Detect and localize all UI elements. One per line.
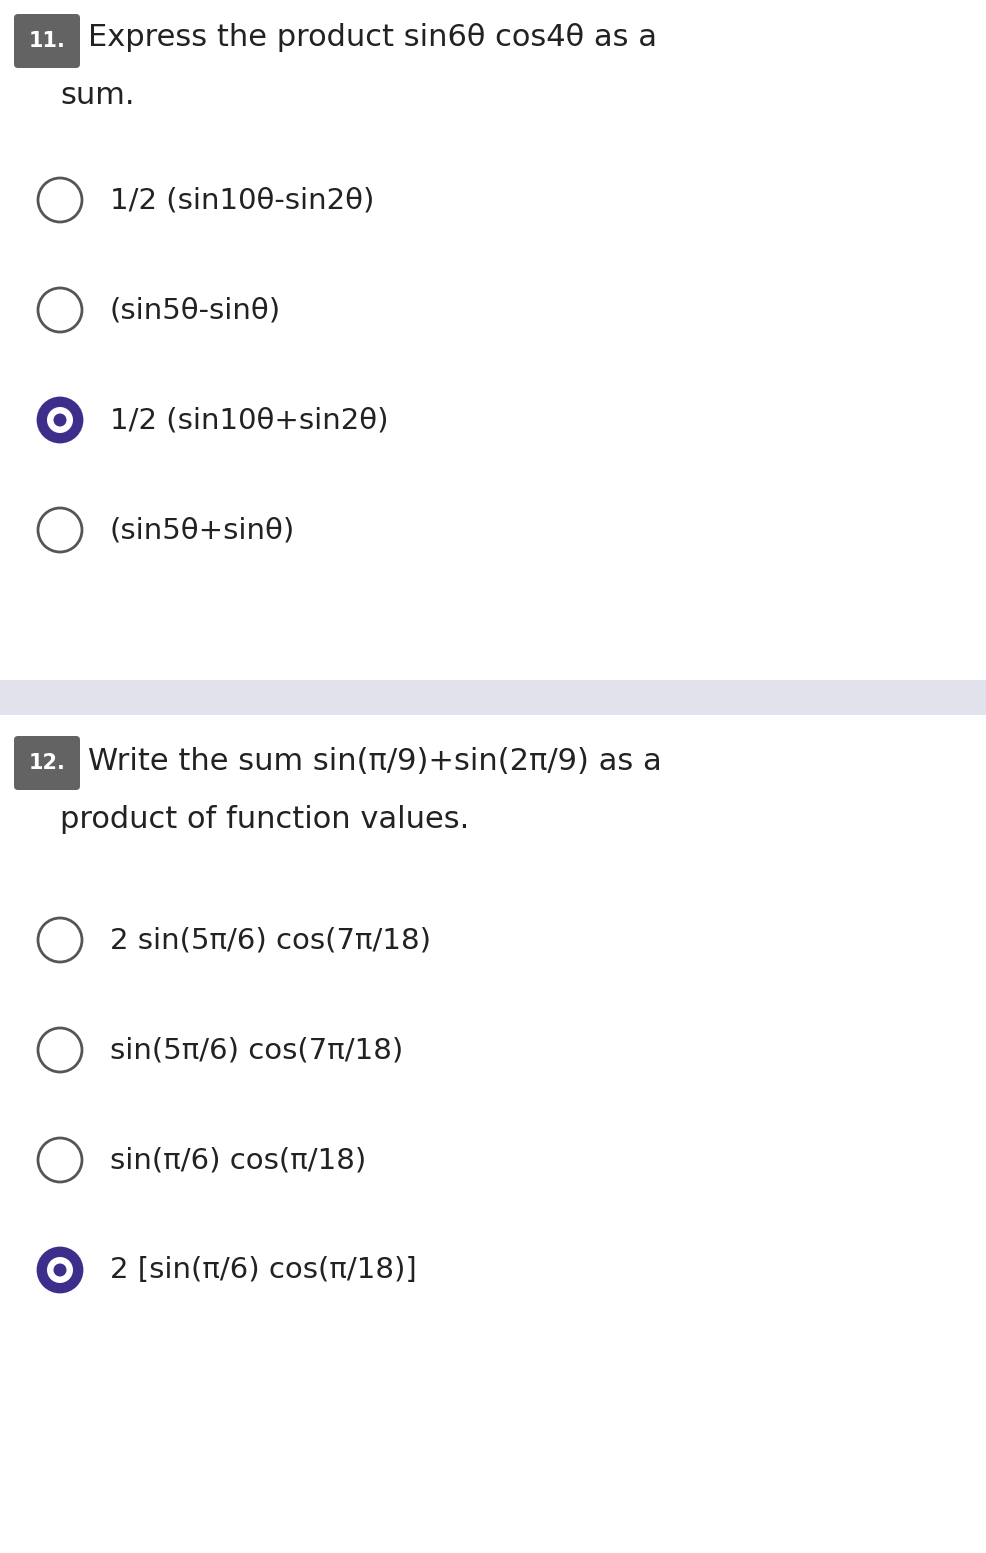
Circle shape — [38, 1028, 82, 1072]
Circle shape — [38, 1138, 82, 1182]
Text: sin(5π/6) cos(7π/18): sin(5π/6) cos(7π/18) — [109, 1036, 403, 1064]
Text: (sin5θ+sinθ): (sin5θ+sinθ) — [109, 516, 295, 544]
Text: 2 sin(5π/6) cos(7π/18): 2 sin(5π/6) cos(7π/18) — [109, 926, 431, 954]
Circle shape — [53, 1264, 66, 1277]
Text: sum.: sum. — [60, 81, 134, 110]
Circle shape — [38, 398, 82, 443]
Text: 11.: 11. — [29, 31, 65, 51]
FancyBboxPatch shape — [14, 736, 80, 790]
Text: 12.: 12. — [29, 753, 65, 773]
Text: (sin5θ-sinθ): (sin5θ-sinθ) — [109, 297, 281, 325]
Circle shape — [38, 287, 82, 332]
Text: Express the product sin6θ cos4θ as a: Express the product sin6θ cos4θ as a — [88, 23, 657, 53]
Circle shape — [38, 508, 82, 551]
Text: Write the sum sin(π/9)+sin(2π/9) as a: Write the sum sin(π/9)+sin(2π/9) as a — [88, 747, 661, 776]
Text: 1/2 (sin10θ-sin2θ): 1/2 (sin10θ-sin2θ) — [109, 186, 374, 214]
Text: sin(π/6) cos(π/18): sin(π/6) cos(π/18) — [109, 1146, 366, 1174]
Text: 1/2 (sin10θ+sin2θ): 1/2 (sin10θ+sin2θ) — [109, 405, 388, 433]
Circle shape — [47, 407, 73, 433]
Circle shape — [53, 413, 66, 427]
FancyBboxPatch shape — [0, 680, 986, 714]
Circle shape — [38, 918, 82, 961]
Circle shape — [38, 179, 82, 222]
Text: product of function values.: product of function values. — [60, 806, 468, 834]
FancyBboxPatch shape — [14, 14, 80, 68]
Text: 2 [sin(π/6) cos(π/18)]: 2 [sin(π/6) cos(π/18)] — [109, 1256, 416, 1284]
Circle shape — [38, 1249, 82, 1292]
Circle shape — [47, 1256, 73, 1283]
